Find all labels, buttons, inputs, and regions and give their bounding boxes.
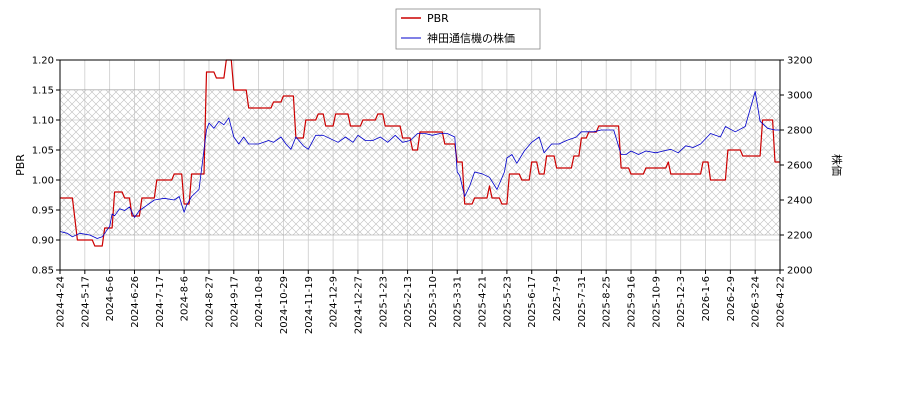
y-right-tick-label: 2800 bbox=[787, 126, 812, 137]
x-tick-label: 2024-11-19 bbox=[304, 276, 315, 334]
y-right-axis-title: 株価 bbox=[830, 154, 844, 176]
y-left-axis-title: PBR bbox=[14, 154, 27, 176]
x-tick-label: 2025-4-21 bbox=[478, 276, 489, 328]
y-right-tick-label: 3200 bbox=[787, 56, 812, 67]
y-right-tick-label: 3000 bbox=[787, 91, 812, 102]
x-tick-label: 2024-4-24 bbox=[56, 276, 67, 328]
x-tick-label: 2025-3-10 bbox=[428, 276, 439, 328]
legend-label-stock-price: 神田通信機の株価 bbox=[427, 31, 515, 45]
y-right-tick-label: 2400 bbox=[787, 196, 812, 207]
legend-box bbox=[395, 8, 541, 50]
x-tick-label: 2024-8-27 bbox=[204, 276, 215, 328]
x-tick-label: 2024-5-17 bbox=[80, 276, 91, 328]
y-left-tick-label: 0.95 bbox=[32, 206, 54, 217]
x-tick-label: 2024-12-27 bbox=[353, 276, 364, 334]
x-tick-label: 2025-10-9 bbox=[651, 276, 662, 328]
y-left-tick-label: 0.90 bbox=[32, 236, 54, 247]
y-right-tick-label: 2600 bbox=[787, 161, 812, 172]
legend-label-pbr: PBR bbox=[427, 12, 449, 25]
y-left-tick-label: 1.10 bbox=[32, 116, 54, 127]
x-tick-label: 2024-8-6 bbox=[180, 276, 191, 321]
x-tick-label: 2025-7-31 bbox=[577, 276, 588, 328]
series-line-stock-price bbox=[59, 91, 780, 239]
x-tick-label: 2026-1-6 bbox=[701, 276, 712, 321]
x-tick-label: 2025-8-25 bbox=[602, 276, 613, 328]
x-tick-label: 2026-2-9 bbox=[726, 276, 737, 321]
x-tick-label: 2025-9-16 bbox=[627, 276, 638, 328]
x-tick-label: 2025-3-31 bbox=[453, 276, 464, 328]
series-line-pbr bbox=[60, 59, 780, 247]
shaded-band bbox=[59, 89, 781, 236]
x-tick-label: 2025-2-13 bbox=[403, 276, 414, 328]
x-tick-label: 2025-6-17 bbox=[527, 276, 538, 328]
y-right-tick-label: 2200 bbox=[787, 231, 812, 242]
x-tick-label: 2025-5-23 bbox=[502, 276, 513, 328]
x-tick-label: 2024-10-29 bbox=[279, 276, 290, 334]
x-tick-label: 2025-7-9 bbox=[552, 276, 563, 321]
x-tick-label: 2025-1-23 bbox=[378, 276, 389, 328]
x-tick-label: 2026-4-22 bbox=[776, 276, 787, 328]
x-tick-label: 2026-3-24 bbox=[751, 276, 762, 328]
x-tick-label: 2024-12-9 bbox=[329, 276, 340, 328]
x-tick-label: 2024-9-17 bbox=[229, 276, 240, 328]
y-right-axis: 2000 2200 2400 2600 2800 3000 3200 bbox=[780, 56, 812, 277]
x-tick-label: 2024-6-26 bbox=[130, 276, 141, 328]
y-left-axis: 0.85 0.90 0.95 1.00 1.05 1.10 1.15 1.20 bbox=[32, 56, 60, 277]
y-left-tick-label: 1.05 bbox=[32, 146, 54, 157]
legend: PBR 神田通信機の株価 bbox=[395, 8, 541, 50]
y-right-tick-label: 2000 bbox=[787, 266, 812, 277]
y-left-tick-label: 1.20 bbox=[32, 56, 54, 67]
x-tick-label: 2025-12-3 bbox=[676, 276, 687, 328]
y-left-tick-label: 1.15 bbox=[32, 86, 54, 97]
y-left-tick-label: 0.85 bbox=[32, 266, 54, 277]
x-axis: 2024-4-24 2024-5-17 2024-6-6 2024-6-26 2024-… bbox=[56, 270, 787, 334]
x-tick-label: 2024-10-8 bbox=[254, 276, 265, 328]
series-layer bbox=[59, 59, 780, 247]
x-tick-label: 2024-7-17 bbox=[155, 276, 166, 328]
y-left-tick-label: 1.00 bbox=[32, 176, 54, 187]
x-tick-label: 2024-6-6 bbox=[105, 276, 116, 321]
